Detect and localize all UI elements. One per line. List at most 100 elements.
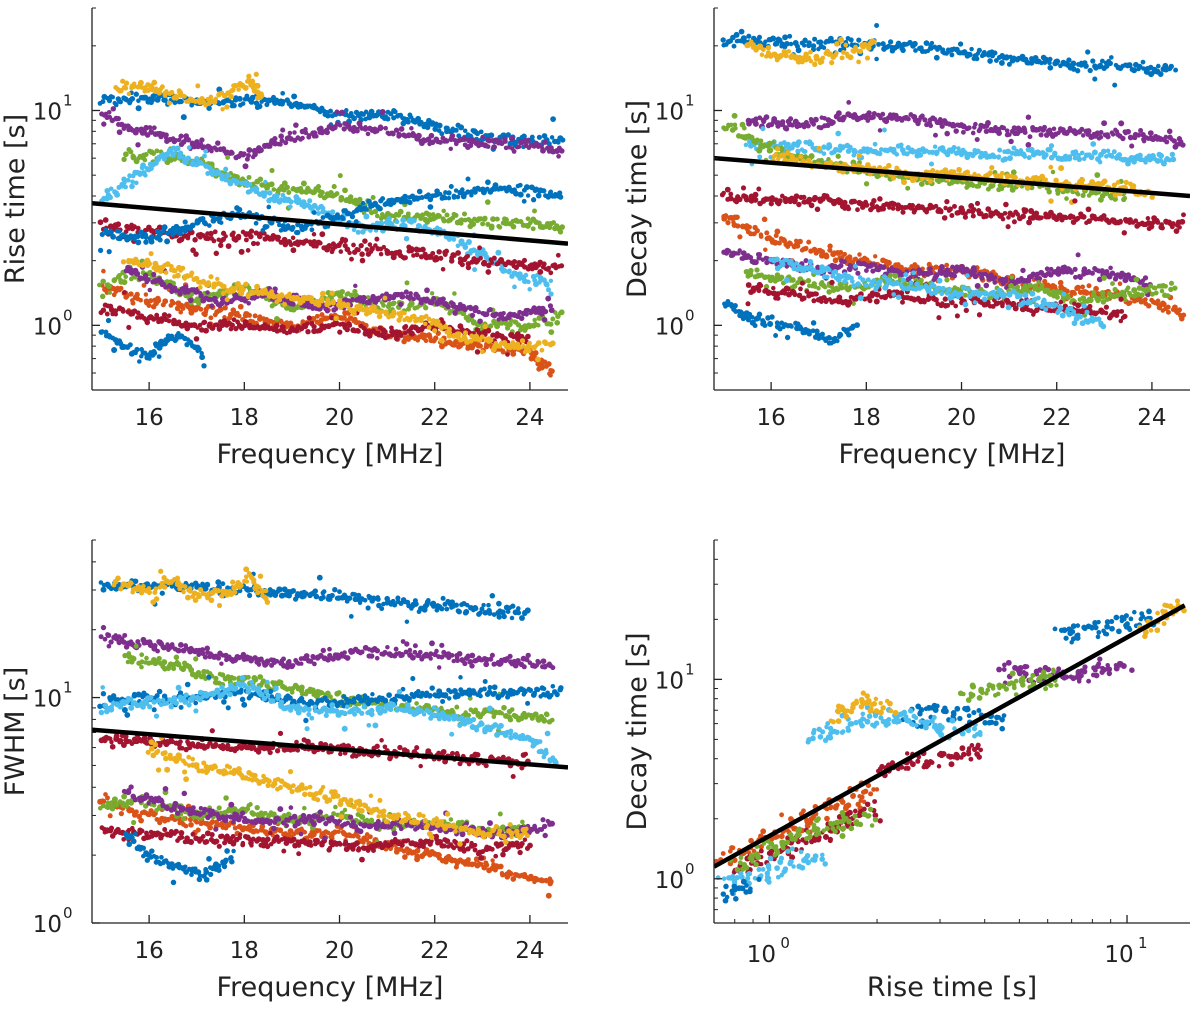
data-point <box>1080 133 1086 138</box>
data-point <box>441 218 447 224</box>
data-point <box>521 278 528 285</box>
data-point <box>752 196 759 203</box>
data-point <box>545 361 552 367</box>
data-point <box>145 277 151 283</box>
data-point <box>340 215 346 221</box>
data-point <box>468 306 474 312</box>
data-point <box>190 247 196 254</box>
data-point <box>506 321 513 328</box>
data-point <box>876 41 882 47</box>
data-point <box>741 125 747 131</box>
data-point <box>257 147 264 154</box>
data-point <box>1158 152 1164 159</box>
data-point <box>828 159 834 166</box>
data-point <box>268 181 275 188</box>
data-point <box>118 88 124 94</box>
data-point <box>408 330 415 337</box>
data-point <box>784 40 790 47</box>
data-point <box>1159 225 1165 231</box>
data-point <box>1043 56 1049 63</box>
data-point <box>319 231 326 238</box>
data-point <box>196 346 202 353</box>
data-point <box>532 350 539 356</box>
data-point <box>368 228 373 233</box>
data-point <box>548 373 553 378</box>
data-point <box>1002 210 1008 216</box>
data-point <box>304 299 311 306</box>
data-point <box>303 127 308 132</box>
data-point <box>462 211 467 217</box>
data-point <box>436 249 442 255</box>
data-point <box>951 169 957 175</box>
data-point <box>172 100 178 106</box>
data-point <box>1022 154 1028 159</box>
data-point <box>1101 213 1107 219</box>
data-point <box>106 249 112 255</box>
data-point <box>510 223 517 230</box>
data-point <box>130 179 135 185</box>
data-point <box>1140 59 1146 65</box>
data-point <box>548 291 554 297</box>
data-point <box>777 37 783 44</box>
data-point <box>199 137 205 143</box>
data-point <box>941 215 948 221</box>
data-point <box>738 28 745 35</box>
data-point <box>116 98 122 104</box>
data-point <box>431 295 437 301</box>
data-point <box>560 137 566 143</box>
data-point <box>398 332 404 338</box>
data-point <box>339 109 345 116</box>
data-point <box>866 110 872 116</box>
data-point <box>311 323 317 330</box>
data-point <box>1141 66 1146 71</box>
data-point <box>851 198 858 205</box>
data-point <box>923 40 930 46</box>
data-points <box>719 23 1187 346</box>
data-point <box>458 217 465 223</box>
data-point <box>1004 128 1010 134</box>
data-point <box>228 326 234 332</box>
data-point <box>821 144 827 150</box>
data-point <box>465 176 471 182</box>
data-point <box>763 114 770 120</box>
data-point <box>757 115 763 121</box>
data-point <box>155 297 162 304</box>
data-point <box>927 45 934 51</box>
data-point <box>743 142 749 148</box>
data-point <box>292 130 297 135</box>
data-point <box>527 340 532 346</box>
data-point <box>238 248 245 255</box>
data-point <box>192 306 199 313</box>
data-point <box>281 236 288 243</box>
data-point <box>248 228 255 234</box>
data-point <box>314 313 320 319</box>
data-point <box>871 111 877 117</box>
data-point <box>842 251 848 257</box>
data-point <box>110 233 117 240</box>
data-point <box>414 252 420 258</box>
data-point <box>487 306 493 313</box>
data-point <box>337 173 343 179</box>
data-point <box>838 36 845 43</box>
data-point <box>364 207 369 212</box>
data-point <box>359 257 366 264</box>
data-point <box>1085 49 1091 55</box>
data-point <box>341 126 347 132</box>
data-point <box>274 316 280 322</box>
data-point <box>731 43 737 49</box>
series-burst-3 <box>745 100 1186 150</box>
data-point <box>527 287 532 292</box>
data-point <box>559 148 565 154</box>
data-point <box>273 97 280 104</box>
data-point <box>143 292 149 297</box>
data-point <box>1108 55 1114 60</box>
data-point <box>1007 132 1012 137</box>
series-burst-12 <box>120 251 556 363</box>
data-point <box>787 240 793 247</box>
data-point <box>420 246 426 253</box>
data-point <box>459 262 465 268</box>
data-point <box>983 128 990 135</box>
data-point <box>134 346 140 353</box>
data-point <box>469 193 474 198</box>
data-point <box>175 272 181 279</box>
